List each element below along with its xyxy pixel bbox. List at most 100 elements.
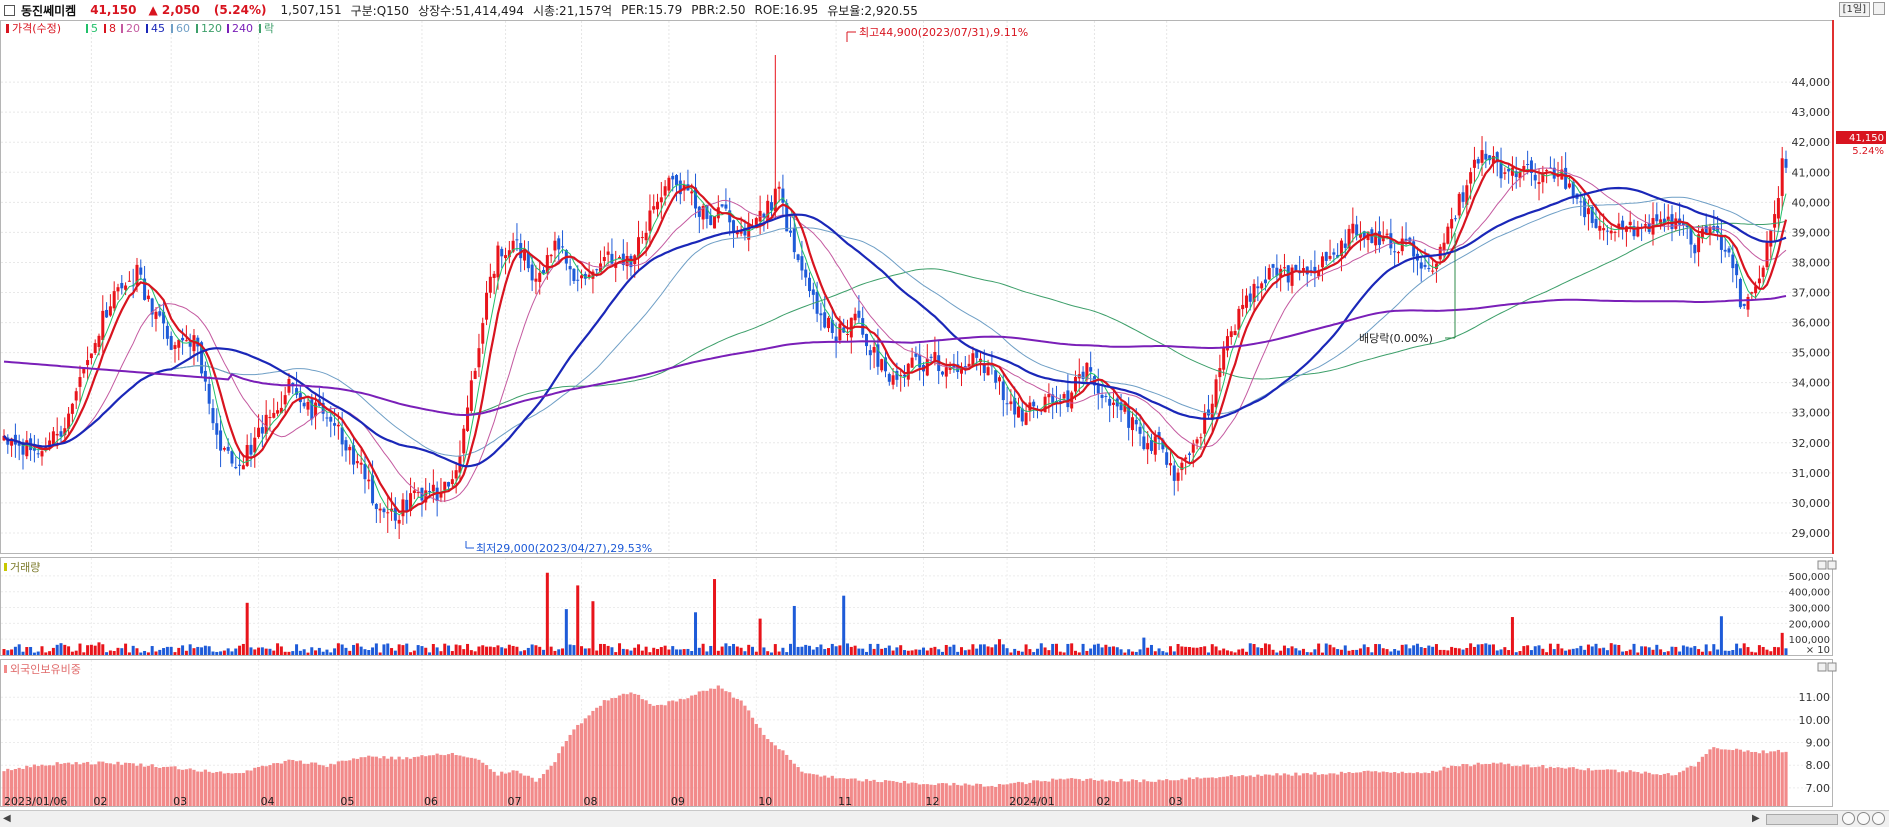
volume-bar: [918, 649, 922, 655]
volume-bar: [762, 647, 766, 655]
candle-body: [652, 206, 656, 210]
volume-bar: [1643, 646, 1647, 655]
foreign-bar: [1757, 753, 1762, 806]
volume-bar: [1472, 646, 1476, 655]
candle-body: [340, 427, 344, 445]
zoom-reset-icon[interactable]: [1872, 812, 1885, 825]
foreign-bar: [606, 700, 610, 806]
volume-bar: [44, 652, 48, 655]
select-checkbox[interactable]: [4, 4, 15, 16]
candle-body: [1241, 304, 1245, 310]
date-tick-label: 07: [508, 795, 522, 808]
candle-body: [728, 210, 732, 223]
scroll-right-icon[interactable]: ▶: [1752, 813, 1760, 824]
volume-bar: [184, 650, 188, 655]
candle-body: [184, 340, 188, 342]
candle-body: [469, 380, 473, 411]
legend-ma240: 240: [232, 22, 253, 35]
volume-bar: [1256, 647, 1260, 655]
foreign-bar: [1374, 771, 1378, 806]
foreign-bar: [792, 763, 796, 806]
foreign-bar: [956, 784, 960, 806]
volume-bar: [1237, 649, 1241, 655]
foreign-bar: [484, 765, 489, 806]
foreign-bar: [1393, 772, 1397, 806]
window-button[interactable]: [1873, 2, 1885, 15]
volume-bar: [173, 652, 177, 655]
volume-bar: [63, 644, 67, 655]
foreign-minimize-button[interactable]: [1817, 662, 1827, 672]
period-button[interactable]: [1일]: [1838, 2, 1870, 17]
foreign-bar: [1013, 782, 1017, 806]
volume-bar: [1317, 643, 1321, 655]
volume-bar: [1176, 644, 1180, 655]
candle-body: [359, 462, 363, 465]
candle-body: [610, 253, 614, 264]
candle-body: [1621, 220, 1625, 230]
foreign-bar: [1035, 780, 1040, 806]
volume-bar: [348, 650, 352, 655]
foreign-bar: [32, 764, 36, 806]
candle-body: [1073, 376, 1077, 392]
volume-minimize-button[interactable]: [1817, 560, 1827, 570]
foreign-bar: [1081, 780, 1085, 806]
foreign-bar: [1070, 778, 1074, 806]
zoom-out-icon[interactable]: [1857, 812, 1870, 825]
candle-body: [1222, 347, 1226, 370]
candle-body: [1742, 303, 1746, 306]
candle-body: [1203, 413, 1207, 434]
volume-close-button[interactable]: [1827, 560, 1837, 570]
candle-body: [86, 360, 90, 366]
foreign-bar: [1503, 764, 1507, 806]
candle-body: [678, 180, 682, 195]
candle-body: [587, 274, 591, 278]
foreign-bar: [13, 769, 17, 806]
candle-body: [1309, 270, 1313, 272]
candle-body: [188, 341, 192, 347]
volume-bar: [633, 647, 637, 655]
foreign-bar: [1598, 769, 1602, 806]
volume-bar: [1453, 647, 1457, 655]
foreign-bar: [1552, 767, 1556, 806]
candle-body: [25, 440, 29, 457]
chart-canvas[interactable]: 29,000 30,000 31,000 32,000 33,000 34,000 35,0…: [0, 20, 1889, 810]
candle-body: [1754, 286, 1758, 294]
foreign-close-button[interactable]: [1827, 662, 1837, 672]
foreign-bar: [883, 780, 888, 806]
foreign-bar: [150, 764, 154, 806]
foreign-bar: [21, 768, 25, 806]
candle-body: [177, 339, 181, 348]
candle-body: [1339, 240, 1343, 256]
foreign-title: 외국인보유비중: [10, 663, 81, 676]
foreign-bar: [1005, 784, 1009, 806]
volume-bar: [1100, 647, 1104, 655]
zoom-in-icon[interactable]: [1842, 812, 1855, 825]
volume-bar: [978, 644, 982, 655]
candle-body: [1776, 198, 1780, 219]
volume-bar: [333, 648, 337, 655]
volume-bar: [1146, 647, 1150, 655]
chart-scrollbar[interactable]: ◀ ▶: [0, 810, 1889, 827]
foreign-bar: [1305, 773, 1309, 806]
candle-body: [1009, 401, 1013, 405]
volume-bar: [1092, 644, 1096, 655]
volume-bar: [652, 647, 656, 655]
candle-body: [743, 227, 747, 236]
volume-bar: [1757, 645, 1761, 655]
scroll-thumb[interactable]: [1766, 814, 1838, 825]
scroll-left-icon[interactable]: ◀: [3, 813, 11, 824]
foreign-bar: [1716, 748, 1720, 806]
volume-tick-label: 400,000: [1789, 588, 1830, 599]
foreign-bar: [169, 766, 173, 806]
foreign-bar: [1206, 777, 1211, 806]
candle-body: [705, 204, 709, 219]
foreign-bar: [1237, 776, 1241, 806]
foreign-bar: [1636, 772, 1640, 806]
candle-body: [561, 246, 565, 248]
candle-body: [994, 370, 998, 383]
foreign-bar: [800, 771, 804, 806]
volume-bar: [1738, 648, 1742, 655]
volume-bar: [1427, 645, 1431, 655]
candle-body: [222, 448, 226, 450]
candle-body: [1195, 439, 1199, 444]
